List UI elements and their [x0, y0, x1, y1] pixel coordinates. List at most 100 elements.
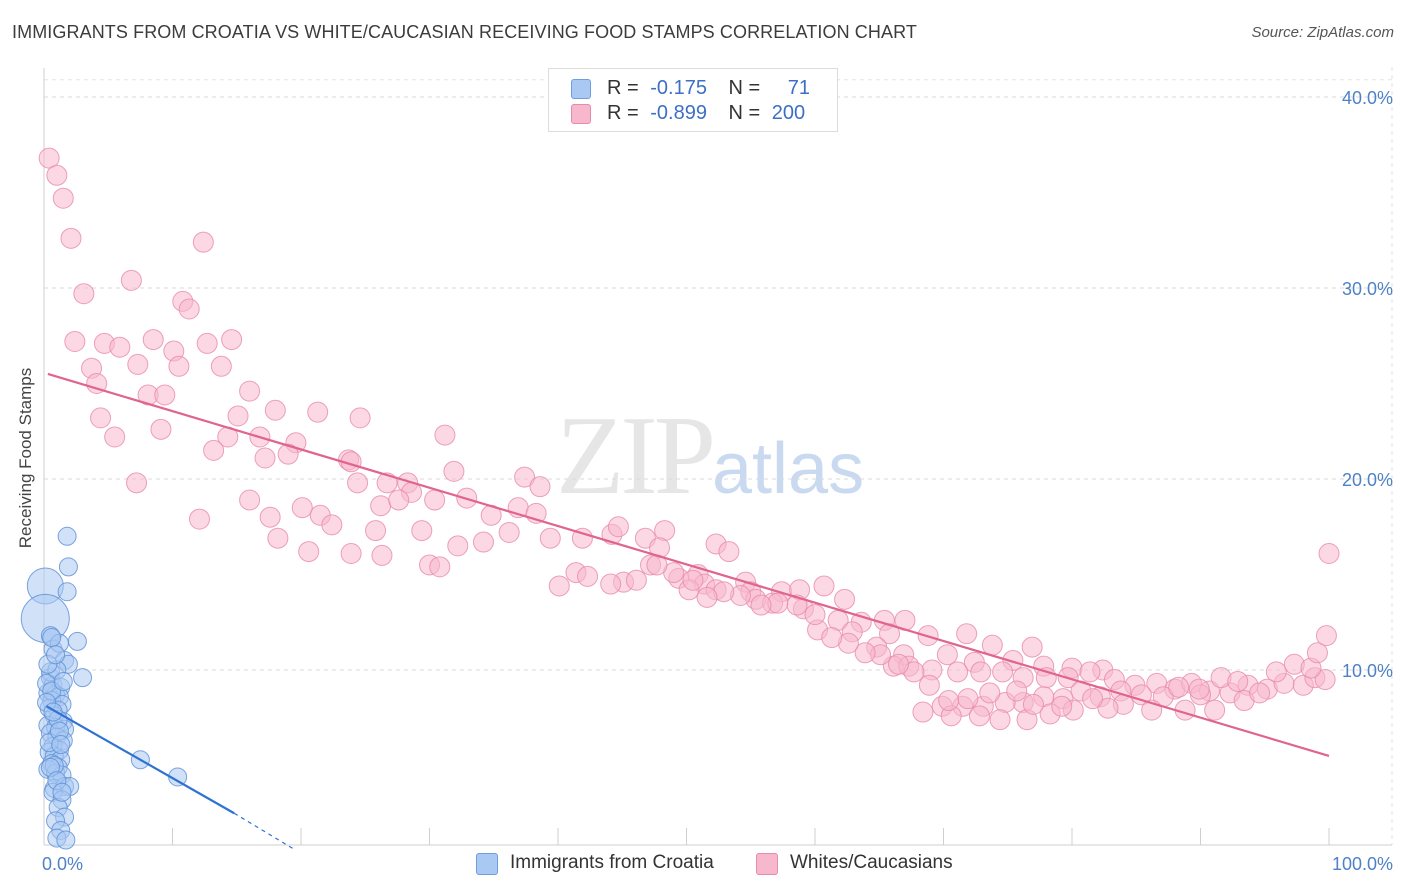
whites-point [918, 674, 940, 696]
whites-point [210, 355, 232, 377]
whites-point [73, 283, 95, 305]
whites-point [1168, 676, 1190, 698]
whites-point [1051, 695, 1073, 717]
whites-point [1306, 642, 1328, 664]
whites-point [625, 569, 647, 591]
whites-point [126, 472, 148, 494]
whites-point [607, 516, 629, 538]
whites-point [203, 439, 225, 461]
legend-swatch-whites [571, 104, 591, 124]
whites-point [696, 586, 718, 608]
axes [43, 68, 1392, 846]
whites-point [600, 573, 622, 595]
whites-point [968, 705, 990, 727]
y-tick-label: 40.0% [1342, 88, 1393, 108]
croatia-point [53, 671, 73, 691]
whites-point [539, 527, 561, 549]
whites-point [46, 164, 68, 186]
whites-point [1130, 684, 1152, 706]
whites-point [109, 336, 131, 358]
whites-point [989, 709, 1011, 731]
whites-point [178, 298, 200, 320]
croatia-point [52, 782, 72, 802]
whites-point [936, 644, 958, 666]
whites-point [1315, 625, 1337, 647]
whites-point [227, 405, 249, 427]
whites-point [142, 329, 164, 351]
whites-point [291, 497, 313, 519]
croatia-point [56, 830, 76, 850]
whites-point [239, 489, 261, 511]
whites-point [388, 489, 410, 511]
whites-point [150, 418, 172, 440]
whites-point [168, 355, 190, 377]
tick-labels: 10.0% 20.0% 30.0% 40.0% 0.0% 100.0% [42, 88, 1393, 874]
whites-point [1188, 678, 1210, 700]
whites-point [879, 623, 901, 645]
whites-point [104, 426, 126, 448]
whites-point [447, 535, 469, 557]
whites-point [854, 642, 876, 664]
whites-point [64, 330, 86, 352]
trend-lines [46, 372, 1330, 851]
whites-point [340, 542, 362, 564]
whites-point [947, 661, 969, 683]
legend-r-label: R = [607, 77, 639, 99]
source-label[interactable]: Source: ZipAtlas.com [1251, 24, 1394, 41]
croatia-point [58, 557, 78, 577]
whites-point [956, 623, 978, 645]
whites-point [1227, 670, 1249, 692]
bottom-legend-swatch-whites [756, 853, 778, 875]
bottom-legend-label-croatia: Immigrants from Croatia [510, 852, 714, 873]
whites-point [38, 147, 60, 169]
whites-point [1022, 693, 1044, 715]
y-tick-label: 10.0% [1342, 661, 1393, 681]
whites-point [239, 380, 261, 402]
whites-point [267, 527, 289, 549]
trend-line-whites [47, 372, 1330, 758]
series-croatia [20, 526, 188, 850]
whites-point [154, 384, 176, 406]
whites-point [52, 187, 74, 209]
whites-point [298, 541, 320, 563]
whites-point [376, 472, 398, 494]
whites-point [259, 506, 281, 528]
whites-point [192, 231, 214, 253]
whites-point [307, 401, 329, 423]
whites-point [834, 588, 856, 610]
bottom-legend-swatch-croatia [476, 853, 498, 875]
croatia-point [46, 645, 66, 665]
whites-point [979, 682, 1001, 704]
croatia-point [43, 702, 63, 722]
whites-point [349, 407, 371, 429]
whites-point [120, 269, 142, 291]
watermark-atlas: atlas [712, 429, 865, 509]
legend-r-value: -0.175 [650, 77, 707, 99]
legend-text-whites: R = -0.899 N = 200 [607, 102, 805, 125]
legend-r-value: -0.899 [650, 102, 707, 124]
whites-point [750, 594, 772, 616]
correlation-legend: R = -0.175 N = 71 R = -0.899 N = 200 [548, 68, 838, 132]
croatia-point [51, 734, 71, 754]
whites-point [90, 407, 112, 429]
legend-n-label: N = [728, 102, 761, 124]
whites-point [127, 353, 149, 375]
whites-point [370, 495, 392, 517]
whites-point [434, 424, 456, 446]
croatia-point [57, 526, 77, 546]
whites-point [1318, 542, 1340, 564]
trend-line-croatia [46, 705, 235, 815]
series-whites [38, 147, 1340, 731]
whites-point [888, 653, 910, 675]
chart-title: IMMIGRANTS FROM CROATIA VS WHITE/CAUCASI… [12, 22, 917, 42]
watermark-zip: ZIP [556, 394, 716, 518]
grid-lines [44, 67, 1393, 845]
whites-point [472, 531, 494, 553]
legend-n-label: N = [728, 77, 761, 99]
whites-point [682, 569, 704, 591]
croatia-point [73, 668, 93, 688]
legend-n-value: 200 [771, 102, 806, 124]
whites-point [1079, 661, 1101, 683]
whites-point [86, 373, 108, 394]
